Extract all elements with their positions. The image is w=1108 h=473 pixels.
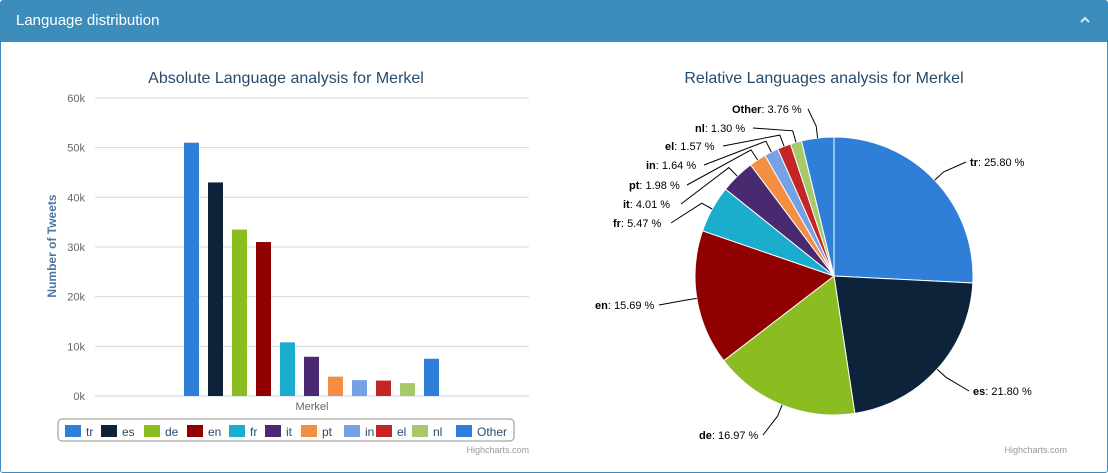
legend-swatch [412,425,428,437]
legend-label: es [122,425,135,439]
legend-swatch [344,425,360,437]
pie-connector-el [722,134,785,147]
legend-item-de[interactable]: de [144,425,179,439]
panel-header: Language distribution [1,1,1107,42]
pie-slice-en[interactable] [694,230,836,362]
legend-label: it [286,425,293,439]
pie-label-it: it: 4.01 % [623,199,670,211]
pie-label-other: Other: 3.76 % [732,104,802,116]
pie-label-el: el: 1.57 % [665,141,715,153]
pie-connector-pt [686,149,759,186]
legend-swatch [376,425,392,437]
legend-item-pt[interactable]: pt [301,425,333,439]
legend-label: en [208,425,221,439]
pie-label-tr: tr: 25.80 % [970,157,1025,169]
bar-series [184,142,439,396]
pie-chart-title: Relative Languages analysis for Merkel [684,70,963,87]
pie-connector-es [936,368,970,392]
legend-item-in[interactable]: in [344,425,374,439]
bar-es[interactable] [208,182,223,396]
bar-credits[interactable]: Highcharts.com [466,445,529,455]
legend-swatch [301,425,317,437]
bar-legend-box [57,418,515,442]
legend-label: pt [322,425,333,439]
pie-label-in: in: 1.64 % [646,160,696,172]
pie-connector-in [703,140,772,166]
legend-label: tr [86,425,93,439]
bar-de[interactable] [232,229,247,396]
bar-tr[interactable] [184,142,199,396]
legend-swatch [229,425,245,437]
pie-connector-it [680,166,738,205]
pie-connector-fr [670,202,713,224]
bar-other[interactable] [424,358,439,396]
bar-y-tick-label: 10k [67,341,85,353]
legend-swatch [144,425,160,437]
pie-slice-es[interactable] [833,275,974,414]
pie-label-en: en: 15.69 % [595,300,655,312]
bar-y-tick-label: 50k [67,143,85,155]
legend-item-fr[interactable]: fr [229,425,257,439]
bar-in[interactable] [352,380,367,396]
bar-fr[interactable] [280,342,295,396]
bar-y-ticks: 0k 10k 20k 30k 40k 50k 60k [67,93,85,403]
legend-label: Other [477,425,507,439]
pie-label-nl: nl: 1.30 % [695,123,745,135]
legend-label: el [397,425,406,439]
pie-label-es: es: 21.80 % [973,386,1032,398]
legend-item-tr[interactable]: tr [65,425,93,439]
legend-label: nl [433,425,442,439]
pie-connector-de [762,404,783,436]
legend-swatch [456,425,472,437]
legend-swatch [101,425,117,437]
pie-connector-nl [752,127,797,143]
pie-label-pt: pt: 1.98 % [629,180,680,192]
bar-nl[interactable] [400,383,415,396]
bar-x-category-label: Merkel [295,401,328,413]
bar-chart-title: Absolute Language analysis for Merkel [148,70,424,87]
pie-connector-other [807,108,819,139]
legend-item-el[interactable]: el [376,425,406,439]
bar-legend: tr es de en fr it pt in el nl Other [57,418,515,442]
pie-label-fr: fr: 5.47 % [613,218,662,230]
pie-label-de: de: 16.97 % [699,430,759,442]
pie-chart: Relative Languages analysis for Merkel t… [595,70,1067,455]
bar-el[interactable] [376,380,391,396]
bar-y-tick-label: 40k [67,192,85,204]
pie-connectors [658,108,970,436]
legend-label: in [365,425,374,439]
legend-item-en[interactable]: en [187,425,221,439]
legend-label: fr [250,425,257,439]
bar-en[interactable] [256,242,271,396]
bar-y-axis-label: Number of Tweets [45,194,59,297]
legend-item-nl[interactable]: nl [412,425,442,439]
legend-label: de [165,425,179,439]
bar-pt[interactable] [328,376,343,396]
bar-y-tick-label: 60k [67,93,85,105]
pie-connector-tr [934,161,967,181]
bar-chart: Absolute Language analysis for Merkel 0k… [45,70,529,455]
legend-item-it[interactable]: it [265,425,293,439]
legend-swatch [65,425,81,437]
pie-labels: tr: 25.80 % es: 21.80 % de: 16.97 % en: 15.… [595,104,1032,442]
legend-item-other[interactable]: Other [456,425,507,439]
bar-y-tick-label: 0k [73,391,85,403]
bar-y-tick-label: 30k [67,242,85,254]
panel-title: Language distribution [16,12,160,29]
bar-y-tick-label: 20k [67,292,85,304]
legend-item-es[interactable]: es [101,425,135,439]
legend-swatch [187,425,203,437]
bar-it[interactable] [304,356,319,396]
pie-credits[interactable]: Highcharts.com [1004,445,1067,455]
pie-slices [694,136,974,416]
pie-slice-tr[interactable] [833,136,974,284]
legend-swatch [265,425,281,437]
pie-connector-en [658,297,697,306]
chevron-up-icon[interactable] [1075,11,1095,29]
bar-grid [95,97,529,397]
